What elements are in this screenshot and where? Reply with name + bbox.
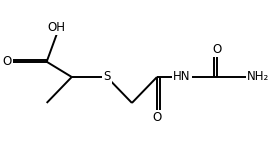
Text: O: O	[212, 43, 222, 56]
Text: O: O	[152, 111, 162, 124]
Text: HN: HN	[173, 71, 191, 83]
Text: OH: OH	[48, 21, 66, 34]
Text: S: S	[103, 71, 111, 83]
Text: NH₂: NH₂	[247, 71, 269, 83]
Text: O: O	[2, 55, 12, 68]
